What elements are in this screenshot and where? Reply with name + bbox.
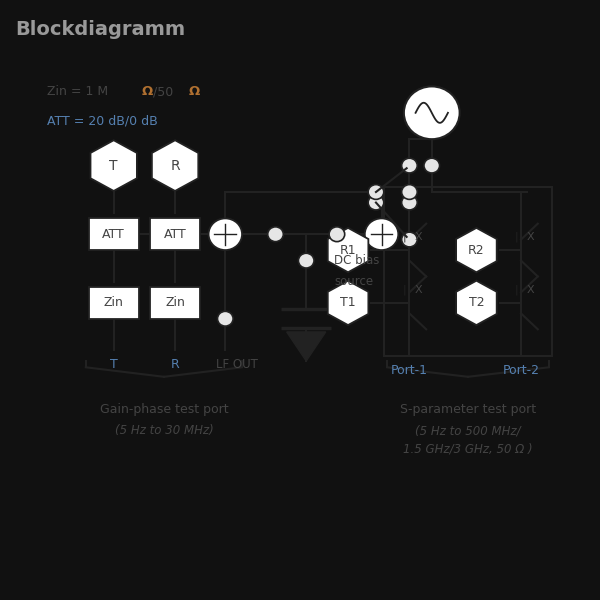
Text: |: |: [403, 284, 407, 295]
Text: |: |: [515, 284, 518, 295]
Circle shape: [401, 232, 417, 247]
Text: Ω: Ω: [142, 85, 153, 98]
Text: (5 Hz to 30 MHz): (5 Hz to 30 MHz): [115, 424, 213, 437]
FancyBboxPatch shape: [89, 287, 139, 319]
Circle shape: [404, 86, 460, 139]
Text: Port-1: Port-1: [391, 364, 428, 377]
Circle shape: [209, 218, 242, 250]
FancyBboxPatch shape: [89, 218, 139, 250]
Text: T: T: [110, 358, 118, 371]
Text: X: X: [527, 284, 534, 295]
Text: LF OUT: LF OUT: [215, 358, 257, 371]
Text: |: |: [515, 232, 518, 242]
Text: T1: T1: [340, 296, 356, 310]
Text: X: X: [527, 232, 534, 242]
Text: R1: R1: [340, 244, 356, 257]
Text: ATT = 20 dB/0 dB: ATT = 20 dB/0 dB: [47, 114, 157, 127]
Text: Gain-phase test port: Gain-phase test port: [100, 403, 228, 416]
Text: X: X: [415, 232, 422, 242]
Text: R2: R2: [468, 244, 485, 257]
Polygon shape: [152, 140, 198, 191]
FancyBboxPatch shape: [150, 287, 200, 319]
Circle shape: [401, 185, 417, 199]
Text: R: R: [170, 158, 180, 173]
Polygon shape: [456, 228, 497, 272]
Text: Zin: Zin: [104, 296, 124, 310]
Polygon shape: [328, 281, 368, 325]
Circle shape: [298, 253, 314, 268]
Polygon shape: [328, 228, 368, 272]
Text: T2: T2: [469, 296, 484, 310]
Text: Zin: Zin: [165, 296, 185, 310]
Circle shape: [268, 227, 283, 242]
Text: 1.5 GHz/3 GHz, 50 Ω ): 1.5 GHz/3 GHz, 50 Ω ): [403, 443, 533, 456]
Text: DC bias: DC bias: [334, 254, 379, 267]
Text: (5 Hz to 500 MHz/: (5 Hz to 500 MHz/: [415, 424, 521, 437]
Text: S-parameter test port: S-parameter test port: [400, 403, 536, 416]
Circle shape: [368, 195, 384, 210]
Text: source: source: [334, 275, 373, 288]
Circle shape: [365, 218, 398, 250]
Circle shape: [424, 158, 440, 173]
Text: R: R: [171, 358, 179, 371]
Text: X: X: [415, 284, 422, 295]
Text: Zin = 1 M: Zin = 1 M: [47, 85, 108, 98]
Text: T: T: [109, 158, 118, 173]
Polygon shape: [91, 140, 137, 191]
Text: Port-2: Port-2: [503, 364, 539, 377]
Text: Blockdiagramm: Blockdiagramm: [15, 20, 185, 39]
Text: |: |: [403, 232, 407, 242]
Circle shape: [217, 311, 233, 326]
Polygon shape: [287, 332, 326, 361]
Text: ATT: ATT: [103, 228, 125, 241]
Polygon shape: [456, 281, 497, 325]
Text: /50: /50: [153, 85, 177, 98]
Text: Ω: Ω: [189, 85, 200, 98]
Circle shape: [401, 158, 417, 173]
Circle shape: [401, 195, 417, 210]
Text: ATT: ATT: [164, 228, 187, 241]
Circle shape: [368, 185, 384, 199]
Circle shape: [329, 227, 345, 242]
FancyBboxPatch shape: [150, 218, 200, 250]
